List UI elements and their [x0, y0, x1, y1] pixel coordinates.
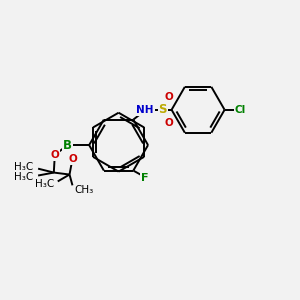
Text: S: S [158, 103, 167, 116]
Text: CH₃: CH₃ [74, 185, 94, 195]
Text: H₃C: H₃C [14, 172, 33, 182]
Text: NH: NH [136, 105, 154, 115]
Text: O: O [164, 92, 173, 102]
Text: H₃C: H₃C [34, 179, 54, 189]
Text: O: O [164, 118, 173, 128]
Text: B: B [63, 139, 72, 152]
Text: F: F [141, 173, 149, 183]
Text: O: O [68, 154, 77, 164]
Text: H₃C: H₃C [14, 162, 33, 172]
Text: O: O [50, 150, 59, 160]
Text: Cl: Cl [235, 105, 246, 115]
